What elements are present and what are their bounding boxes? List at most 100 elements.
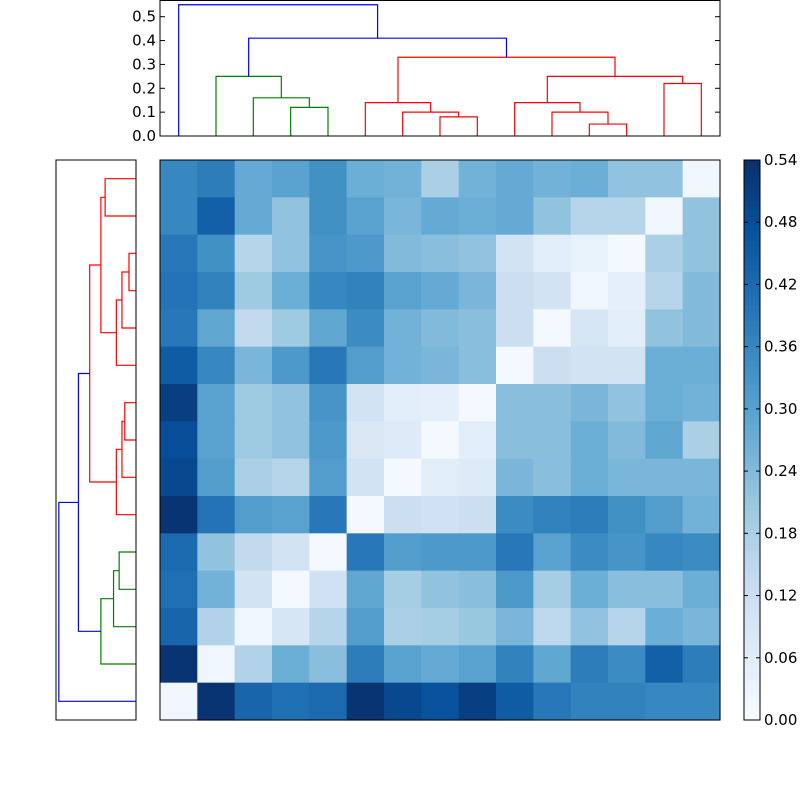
colorbar-segment (744, 715, 760, 721)
heatmap-cell (272, 197, 310, 236)
colorbar-segment (744, 580, 760, 586)
heatmap-cell (234, 234, 273, 273)
top-dendrogram-y-axis: 0.0 0.1 0.2 0.3 0.4 0.5 (132, 8, 720, 145)
heatmap-cell (421, 458, 460, 497)
colorbar-segment (744, 355, 760, 361)
heatmap-cell (570, 608, 609, 646)
heatmap-cell (234, 570, 273, 609)
heatmap-cell (197, 197, 236, 236)
colorbar-segment (744, 705, 760, 711)
heatmap-cell (458, 197, 497, 236)
heatmap-cell (272, 682, 310, 721)
colorbar-segment (744, 635, 760, 641)
heatmap-cell (272, 458, 310, 497)
dendrogram-link (588, 123, 628, 136)
heatmap-cell (570, 309, 609, 348)
heatmap-cell (346, 421, 385, 460)
colorbar-segment (744, 280, 760, 286)
heatmap-cell (272, 384, 310, 422)
heatmap-cell (384, 234, 422, 273)
colorbar-segment (744, 370, 760, 376)
heatmap-cell (645, 421, 684, 460)
heatmap-cell (682, 608, 721, 646)
colorbar-segment (744, 540, 760, 546)
heatmap-cell (421, 608, 460, 646)
colorbar-segment (744, 240, 760, 246)
colorbar-segment (744, 490, 760, 496)
heatmap-cell (496, 458, 534, 497)
heatmap-cell (645, 309, 684, 348)
heatmap-cell (421, 160, 460, 198)
colorbar-segment (744, 465, 760, 471)
colorbar-segment (744, 550, 760, 556)
heatmap-cell (458, 346, 497, 385)
heatmap-cell (570, 197, 609, 236)
colorbar-frame (743, 159, 761, 721)
heatmap-cell (533, 272, 572, 310)
heatmap-cell (645, 645, 684, 684)
heatmap-cell (496, 421, 534, 460)
dendrogram-link (89, 264, 117, 483)
heatmap-cell (496, 608, 534, 646)
heatmap-cell (234, 272, 273, 310)
heatmap-cell (645, 682, 684, 721)
heatmap-cell (496, 346, 534, 385)
heatmap-cell (309, 682, 348, 721)
heatmap-cell (570, 346, 609, 385)
colorbar-segment (744, 515, 760, 521)
colorbar-segment (744, 570, 760, 576)
heatmap-cell (272, 533, 310, 572)
heatmap-cell (197, 496, 236, 534)
heatmap-cell (533, 309, 572, 348)
colorbar-segment (744, 400, 760, 406)
heatmap-cell (234, 682, 273, 721)
heatmap-cell (309, 309, 348, 348)
colorbar-segment (744, 500, 760, 506)
heatmap-cell (458, 458, 497, 497)
colorbar-segment (744, 320, 760, 326)
colorbar-segment (744, 165, 760, 171)
heatmap-cell (197, 608, 236, 646)
heatmap-cell (160, 682, 198, 721)
heatmap-cell (496, 496, 534, 534)
heatmap-cell (421, 570, 460, 609)
colorbar-segment (744, 665, 760, 671)
heatmap-cell (570, 682, 609, 721)
heatmap-cell (570, 570, 609, 609)
colorbar-segment (744, 620, 760, 626)
heatmap-cell (533, 346, 572, 385)
heatmap-cell (421, 309, 460, 348)
heatmap-cell (421, 533, 460, 572)
dendrogram-link (215, 75, 282, 136)
heatmap-cell (496, 384, 534, 422)
heatmap-cell (608, 272, 646, 310)
heatmap-cell (272, 421, 310, 460)
heatmap-cell (421, 682, 460, 721)
heatmap-cell (160, 234, 198, 273)
heatmap-cell (645, 234, 684, 273)
heatmap-cell (570, 645, 609, 684)
dendrogram-link (128, 252, 136, 292)
colorbar-segment (744, 710, 760, 716)
heatmap-cell (608, 645, 646, 684)
heatmap-grid (160, 160, 721, 721)
heatmap-cell (533, 458, 572, 497)
heatmap-cell (645, 570, 684, 609)
colorbar-segment (744, 530, 760, 536)
heatmap-cell (608, 346, 646, 385)
heatmap-cell (533, 421, 572, 460)
heatmap-cell (570, 533, 609, 572)
colorbar-segment (744, 520, 760, 526)
heatmap-cell (608, 421, 646, 460)
colorbar-segment (744, 215, 760, 221)
heatmap-cell (346, 197, 385, 236)
heatmap-cell (458, 496, 497, 534)
colorbar-segment (744, 595, 760, 601)
colorbar-tick-label: 0.36 (764, 338, 797, 356)
heatmap-cell (421, 272, 460, 310)
dendrogram-link (121, 271, 136, 329)
colorbar-segment (744, 300, 760, 306)
colorbar-tick-label: 0.00 (764, 711, 797, 729)
heatmap-cell (160, 309, 198, 348)
colorbar-segment (744, 675, 760, 681)
